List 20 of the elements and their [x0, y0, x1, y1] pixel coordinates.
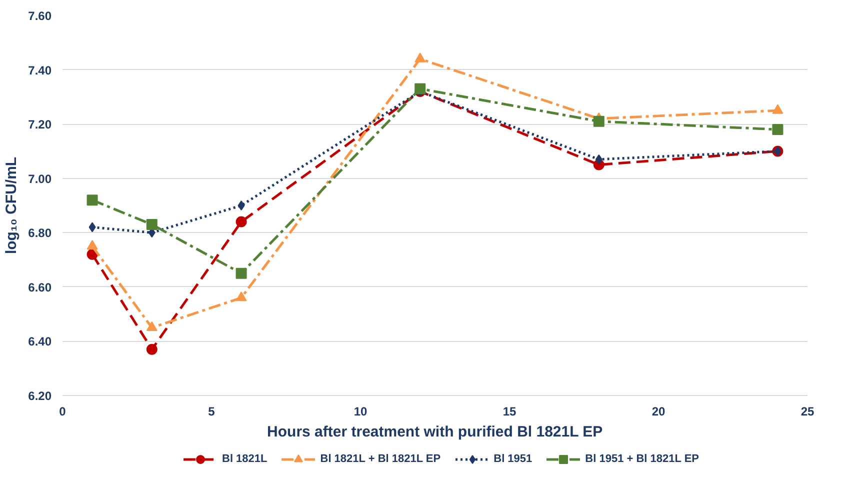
legend-label: Bl 1821L + Bl 1821L EP [320, 453, 441, 465]
y-tick-label: 7.60 [28, 9, 52, 23]
x-tick-label: 20 [652, 404, 666, 418]
y-tick-label: 6.60 [28, 280, 52, 294]
y-tick-label: 6.40 [28, 334, 52, 349]
y-tick-label: 6.20 [28, 389, 52, 403]
y-tick-label: 7.00 [28, 172, 52, 186]
legend-label: Bl 1951 + Bl 1821L EP [585, 453, 699, 465]
y-axis-title: log₁₀ CFU/mL [3, 156, 20, 254]
x-tick-label: 5 [208, 404, 216, 418]
x-tick-label: 15 [502, 404, 516, 418]
y-tick-label: 6.80 [28, 226, 52, 240]
legend-label: Bl 1821L [222, 453, 268, 465]
y-tick-label: 7.20 [28, 118, 52, 132]
x-tick-label: 25 [800, 404, 814, 418]
x-tick-label: 10 [354, 404, 368, 418]
legend-label: Bl 1951 [494, 453, 532, 465]
y-tick-label: 7.40 [28, 63, 52, 78]
x-axis-title: Hours after treatment with purified Bl 1821L EP [267, 424, 603, 440]
x-tick-label: 0 [59, 404, 66, 418]
